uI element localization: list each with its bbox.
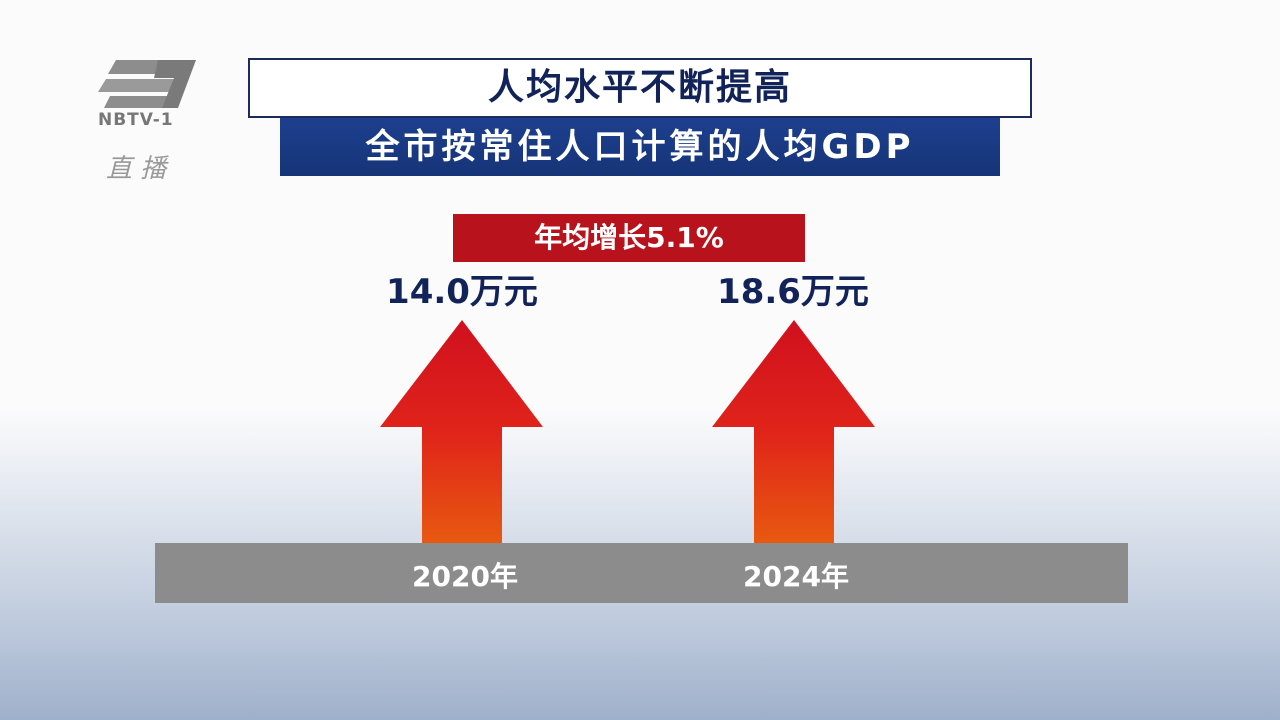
logo-name: NBTV-1 [98, 110, 174, 130]
value-label: 14.0万元 [386, 272, 538, 312]
year-label: 2024年 [743, 560, 849, 593]
year-label: 2020年 [412, 560, 518, 593]
title: 人均水平不断提高 [248, 58, 1032, 118]
value-label: 18.6万元 [717, 272, 869, 312]
arrow [380, 320, 543, 545]
base-bar [155, 543, 1128, 603]
logo-icon [98, 60, 196, 108]
live-label: 直 播 [106, 154, 167, 184]
arrow [712, 320, 875, 545]
growth-label: 年均增长5.1% [453, 214, 805, 262]
subtitle: 全市按常住人口计算的人均GDP [280, 118, 1000, 176]
